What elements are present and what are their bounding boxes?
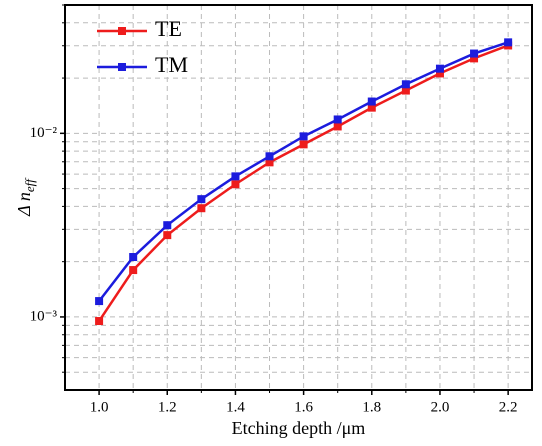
point [129,266,138,275]
y-axis-label: Δ neff [14,177,37,217]
point [95,317,104,326]
y-tick-label: 10⁻³ [30,308,58,324]
point [367,97,376,106]
x-axis-label: Etching depth /μm [232,418,366,438]
point [95,297,104,306]
point [163,231,172,240]
point [197,204,206,213]
point [129,253,138,262]
x-tick-label: 1.6 [294,399,313,415]
point [163,221,172,230]
point [470,49,479,58]
point [367,103,376,112]
x-tick-label: 1.4 [226,399,245,415]
y-axis-label-main: Δ n [14,192,34,217]
point [504,38,513,47]
x-tick-label: 1.8 [362,399,381,415]
point [401,86,410,95]
x-tick-label: 2.2 [499,399,518,415]
legend-label: TM [155,52,188,77]
point [265,158,274,167]
point [299,140,308,149]
x-tick-label: 1.2 [158,399,177,415]
point [299,132,308,141]
x-tick-label: 2.0 [431,399,450,415]
legend-marker [118,27,126,35]
point [333,115,342,124]
point [265,152,274,161]
y-tick-label: 10⁻² [30,125,58,141]
y-axis-label-sub: eff [22,177,37,192]
point [333,122,342,131]
point [435,64,444,73]
plot-frame [64,4,533,391]
point [231,180,240,189]
legend-marker [118,63,126,71]
legend-label: TE [155,16,182,41]
point [435,69,444,78]
point [470,54,479,63]
point [197,195,206,204]
x-tick-label: 1.0 [90,399,109,415]
point [401,80,410,89]
point [231,172,240,181]
